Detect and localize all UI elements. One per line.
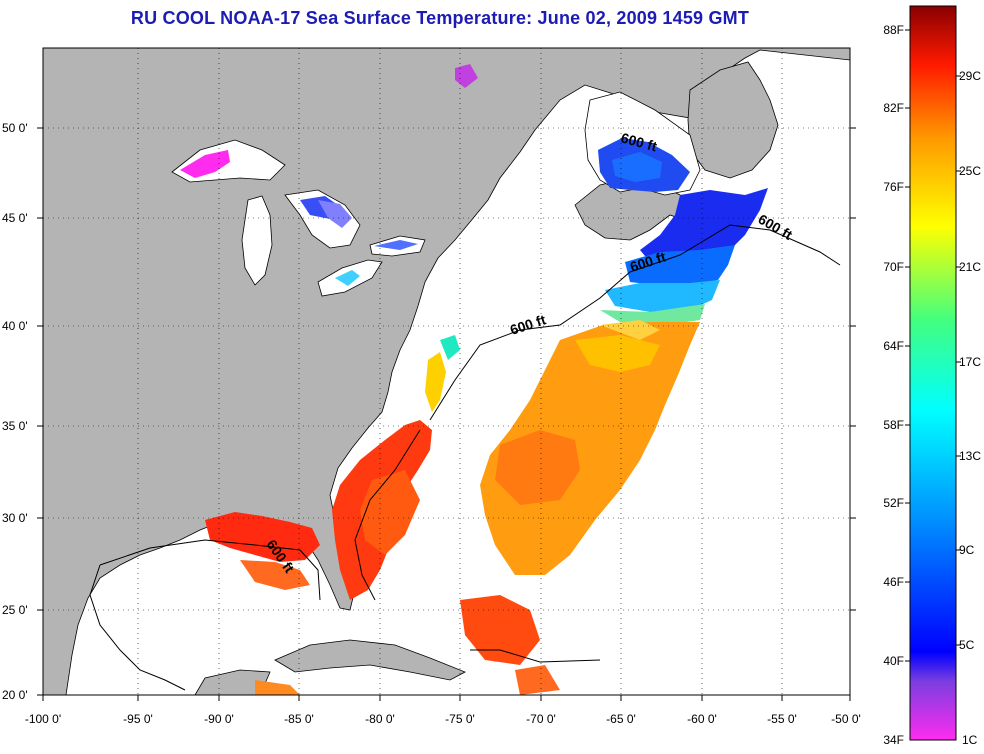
gulf-stream-sst [480,322,700,575]
colorbar-f-label: 40F [883,654,904,668]
colorbar-c-label: 5C [959,638,975,652]
colorbar-gradient [909,5,957,741]
lon-tick-label: -85 0' [284,712,314,726]
map-frame [42,47,851,696]
lon-tick-label: -50 0' [831,712,861,726]
colorbar-c-label: 13C [959,449,981,463]
lon-tick-label: -60 0' [687,712,717,726]
scotian-shelf-sst [640,188,768,262]
lon-tick-label: -100 0' [25,712,61,726]
colorbar-c-label: 17C [959,355,981,369]
map-title: RU COOL NOAA-17 Sea Surface Temperature:… [130,8,750,28]
lon-tick-label: -95 0' [123,712,153,726]
lat-tick-label: 30 0' [2,511,28,525]
colorbar-f-label: 64F [883,339,904,353]
longitude-labels: -100 0' -95 0' -90 0' -85 0' -80 0' -75 … [25,712,861,726]
colorbar-c-label: 29C [959,69,981,83]
lon-tick-label: -80 0' [365,712,395,726]
lake-michigan [241,195,273,286]
lon-tick-label: -75 0' [445,712,475,726]
colorbar-f-label: 82F [883,101,904,115]
colorbar-f-label: 58F [883,418,904,432]
lat-tick-label: 35 0' [2,419,28,433]
colorbar-c-label: 1C [962,733,978,747]
colorbar-f-label: 76F [883,180,904,194]
colorbar: 88F 82F 76F 70F 64F 58F 52F 46F 40F 34F … [883,5,981,747]
lon-tick-label: -55 0' [767,712,797,726]
lat-tick-label: 20 0' [2,688,28,702]
colorbar-c-label: 25C [959,164,981,178]
lat-tick-label: 45 0' [2,211,28,225]
lat-tick-label: 40 0' [2,319,28,333]
cuba-landmass [274,639,466,681]
lat-tick-label: 25 0' [2,603,28,617]
colorbar-c-label: 9C [959,543,975,557]
lat-tick-label: 50 0' [2,121,28,135]
colorbar-f-label: 88F [883,23,904,37]
colorbar-c-label: 21C [959,260,981,274]
colorbar-f-label: 46F [883,575,904,589]
colorbar-f-label: 52F [883,496,904,510]
colorbar-f-label: 70F [883,260,904,274]
latitude-labels: 50 0' 45 0' 40 0' 35 0' 30 0' 25 0' 20 0… [2,121,28,702]
lon-tick-label: -65 0' [606,712,636,726]
600-ft-contour-lines [89,224,841,691]
colorbar-f-label: 34F [883,733,904,747]
lon-tick-label: -70 0' [526,712,556,726]
tick-marks [37,127,856,701]
mid-atlantic-coastal-sst [425,352,446,412]
lon-tick-label: -90 0' [204,712,234,726]
shelf-water [455,230,605,325]
